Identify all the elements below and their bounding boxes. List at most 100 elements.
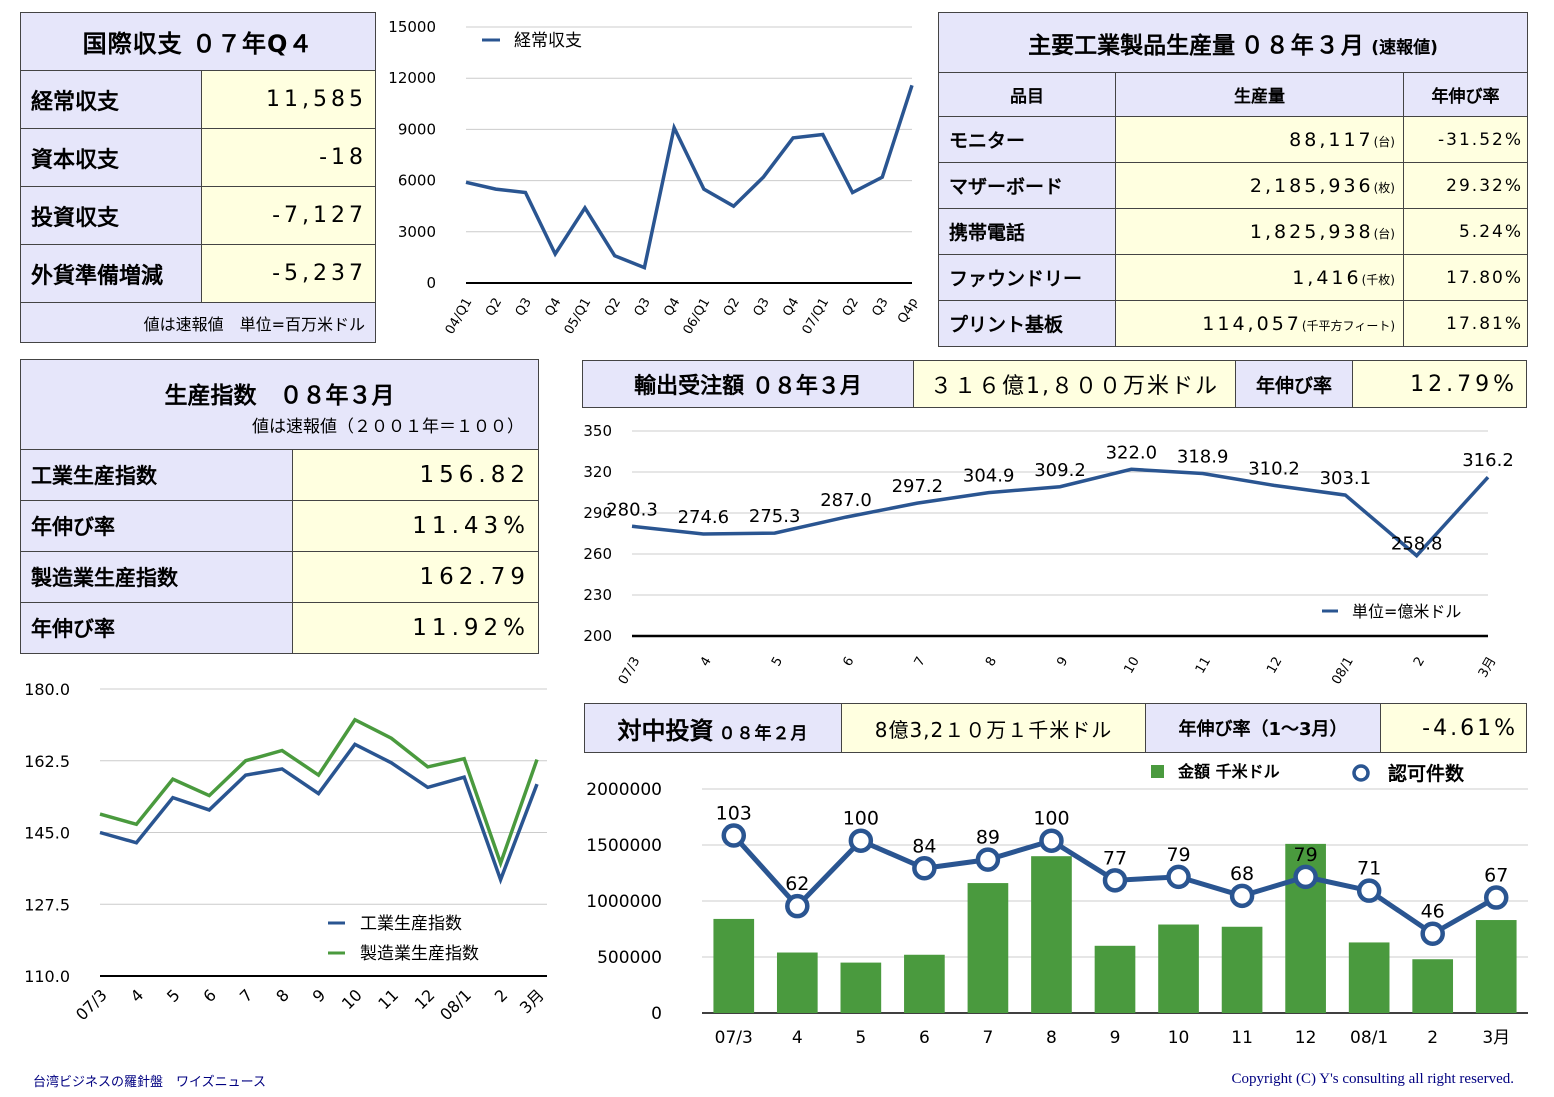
data-label: 89	[976, 827, 1000, 849]
x-tick-label: 6	[919, 1028, 930, 1048]
data-label: 258.8	[1391, 534, 1443, 555]
y-tick-label: 9000	[398, 120, 436, 138]
x-tick-label: 04/Q1	[443, 296, 476, 338]
x-tick-label: Q2	[840, 296, 862, 320]
x-tick-label: 2	[1427, 1028, 1438, 1048]
y-tick-label: 230	[583, 586, 612, 604]
x-tick-label: Q3	[513, 296, 535, 320]
data-label: 46	[1421, 901, 1445, 923]
x-tick-label: 08/1	[1350, 1028, 1388, 1048]
bop-value: -5,237	[201, 244, 376, 303]
footer-copyright: Copyright (C) Y's consulting all right r…	[1231, 1071, 1514, 1087]
production-growth: 17.81%	[1403, 300, 1528, 347]
production-item: ファウンドリー	[938, 254, 1116, 301]
y-tick-label: 0	[426, 274, 436, 292]
bar	[904, 954, 945, 1013]
production-qty-cell: 2,185,936(枚)	[1115, 162, 1404, 209]
x-tick-label: 4	[698, 655, 715, 670]
y-tick-label: 1500000	[586, 836, 662, 856]
y-tick-label: 15000	[388, 18, 436, 36]
bar	[1475, 920, 1517, 1013]
marker	[1166, 864, 1191, 890]
x-tick-label: 4	[792, 1028, 803, 1048]
legend-swatch	[1151, 765, 1164, 778]
invest-growth: -4.61%	[1380, 703, 1527, 753]
data-label: 303.1	[1320, 468, 1372, 489]
x-tick-label: 9	[309, 985, 330, 1006]
y-tick-label: 12000	[388, 69, 436, 87]
data-label: 62	[785, 873, 809, 895]
data-label: 100	[843, 808, 879, 830]
x-tick-label: Q3	[751, 296, 773, 320]
bop-title: 国際収支 ０７年Q４	[20, 12, 376, 71]
data-label: 67	[1484, 865, 1508, 887]
bop-label: 外貨準備増減	[20, 244, 202, 303]
x-tick-label: 5	[769, 655, 786, 670]
production-header: 生産量	[1115, 72, 1404, 117]
marker	[848, 828, 874, 853]
x-tick-label: Q3	[632, 296, 654, 320]
x-tick-label: 12	[1295, 1028, 1317, 1048]
y-tick-label: 110.0	[24, 967, 70, 986]
index-value: 11.92%	[292, 602, 539, 654]
bar	[713, 918, 755, 1013]
legend-label: 単位=億米ドル	[1352, 602, 1461, 621]
production-qty: 2,185,936	[1249, 174, 1374, 197]
series-line-industrial	[99, 742, 539, 885]
x-tick-label: Q2	[483, 296, 505, 320]
legend-label: 製造業生産指数	[360, 944, 479, 964]
production-unit: (枚)	[1373, 180, 1395, 195]
legend-label: 認可件数	[1388, 762, 1465, 785]
x-tick-label: Q4	[542, 296, 564, 320]
production-growth: 17.80%	[1403, 254, 1528, 301]
production-qty: 88,117	[1289, 128, 1374, 151]
bar	[1158, 924, 1199, 1013]
marker	[1229, 883, 1255, 909]
data-label: 316.2	[1462, 450, 1514, 471]
x-tick-label: 08/1	[1329, 655, 1357, 688]
invest-growth-label: 年伸び率（1～3月）	[1145, 703, 1381, 753]
x-tick-label: 2	[491, 985, 512, 1006]
production-table: 主要工業製品生産量 ０８年３月 (速報値) 品目 生産量 年伸び率 モニター 8…	[938, 12, 1528, 347]
data-label: 322.0	[1106, 442, 1158, 463]
exports-amount: ３１６億1,８００万米ドル	[913, 360, 1236, 408]
production-index-chart: 110.0 127.5 145.0 162.5 180.0 07/3 4 5 6 7 8 9 10 11 1…	[24, 680, 548, 1024]
production-qty-cell: 88,117(台)	[1115, 116, 1404, 163]
production-header: 品目	[938, 72, 1116, 117]
bop-label: 投資収支	[20, 186, 202, 245]
x-tick-label: 8	[1046, 1028, 1057, 1048]
marker	[975, 847, 1001, 872]
legend-label: 工業生産指数	[360, 914, 462, 934]
data-label: 68	[1230, 863, 1254, 885]
x-tick-label: 7	[236, 985, 257, 1006]
data-label: 309.2	[1034, 460, 1086, 481]
x-tick-label: 5	[855, 1028, 866, 1048]
bop-table: 国際収支 ０７年Q４ 経常収支 11,585 資本収支 -18 投資収支 -7,…	[20, 12, 376, 343]
production-qty-cell: 1,825,938(台)	[1115, 208, 1404, 255]
y-tick-label: 2000000	[586, 780, 662, 800]
production-date: ０８年３月	[1240, 32, 1366, 59]
exports-growth: 12.79%	[1352, 360, 1527, 408]
data-label: 275.3	[749, 506, 801, 527]
production-item: プリント基板	[938, 300, 1116, 347]
data-label: 274.6	[678, 507, 730, 528]
x-tick-label: 6	[199, 985, 220, 1006]
series-line-export-orders	[631, 467, 1490, 559]
invest-date: ０８年２月	[718, 723, 809, 744]
index-label: 年伸び率	[20, 602, 293, 654]
x-tick-label: 12	[1264, 655, 1285, 677]
marker	[785, 893, 810, 919]
bop-value: -18	[201, 128, 376, 187]
y-tick-label: 127.5	[24, 895, 70, 914]
production-unit: (台)	[1373, 226, 1395, 241]
x-tick-label: Q2	[602, 296, 624, 320]
y-tick-label: 1000000	[586, 892, 662, 912]
y-tick-label: 145.0	[24, 824, 70, 843]
x-tick-label: 3月	[1476, 655, 1500, 681]
data-label: 100	[1033, 808, 1069, 830]
marker	[721, 823, 747, 848]
production-qty: 1,416	[1292, 266, 1362, 289]
production-tag: (速報値)	[1371, 37, 1438, 58]
x-tick-label: 7	[983, 1028, 994, 1048]
